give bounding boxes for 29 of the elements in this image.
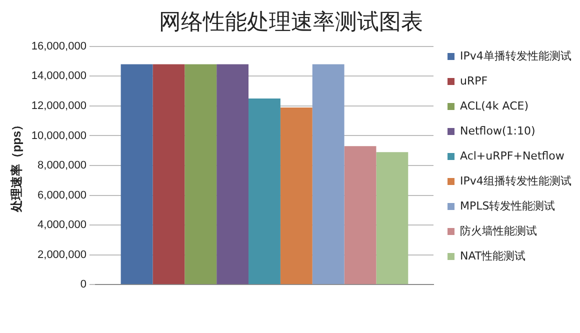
bar <box>120 64 153 284</box>
y-tick-label: 8,000,000 <box>38 160 86 172</box>
bar <box>376 152 408 284</box>
legend-label: 防火墙性能测试 <box>460 224 537 238</box>
bar <box>312 64 344 284</box>
y-tick-label: 12,000,000 <box>31 100 86 112</box>
y-tick-label: 16,000,000 <box>31 40 86 52</box>
legend-label: Acl+uRPF+Netflow <box>460 149 564 162</box>
legend-label: MPLS转发性能测试 <box>460 199 556 212</box>
bar <box>280 107 312 284</box>
bar <box>344 146 376 284</box>
y-tick-label: 14,000,000 <box>31 70 86 82</box>
legend-label: uRPF <box>460 74 488 88</box>
legend-label: NAT性能测试 <box>460 249 526 262</box>
y-tick-label: 4,000,000 <box>38 219 86 232</box>
bar <box>152 64 185 284</box>
legend-label: ACL(4k ACE) <box>460 99 529 112</box>
y-tick-label: 10,000,000 <box>31 130 86 142</box>
y-tick-label: 2,000,000 <box>38 248 86 261</box>
legend-label: IPv4单播转发性能测试 <box>460 49 572 62</box>
legend-label: IPv4组播转发性能测试 <box>460 174 572 188</box>
legend-label: Netflow(1:10) <box>460 124 536 138</box>
y-tick-label: 0 <box>80 278 86 291</box>
chart-title: 网络性能处理速率测试图表 <box>159 10 423 35</box>
bar <box>248 98 280 284</box>
y-tick-label: 6,000,000 <box>38 189 86 202</box>
bar <box>216 64 249 284</box>
y-axis-title: 处理速率（pps） <box>10 118 24 214</box>
bar <box>184 64 217 284</box>
